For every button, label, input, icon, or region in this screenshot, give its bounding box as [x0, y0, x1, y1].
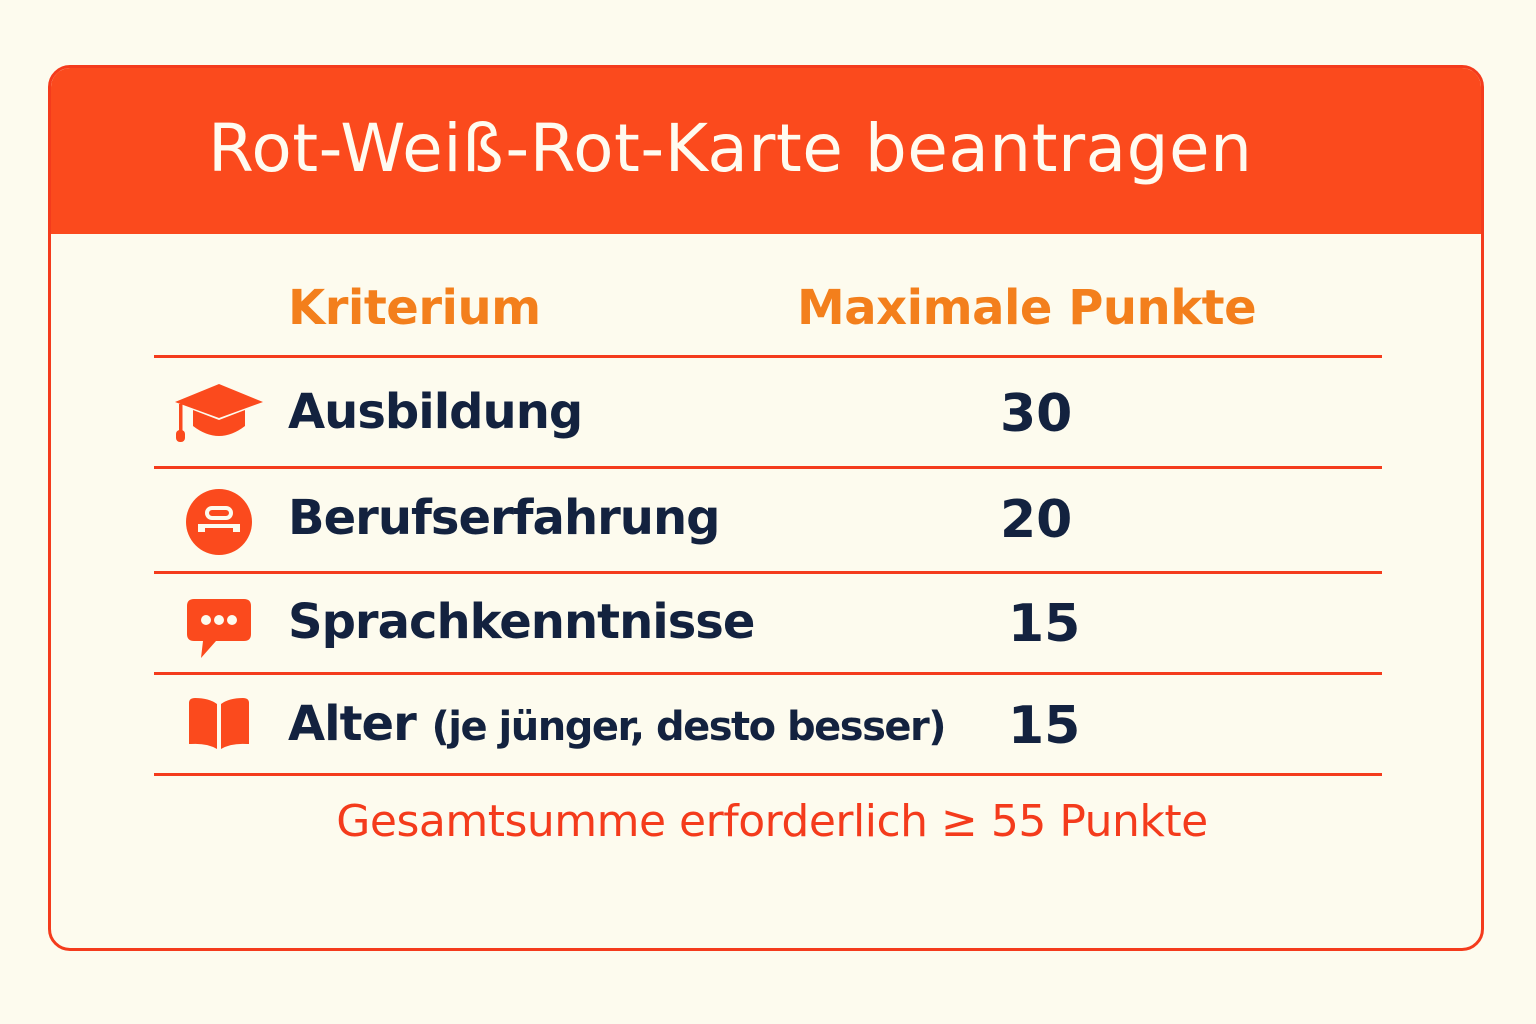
criterion-label: Berufserfahrung [288, 490, 720, 546]
divider [154, 466, 1382, 469]
total-requirement-text: Gesamtsumme erforderlich ≥ 55 Punkte [336, 796, 1208, 847]
criterion-label: Alter (je jünger, desto besser) [288, 696, 947, 752]
divider [154, 672, 1382, 675]
points-value: 15 [1008, 594, 1081, 654]
divider [154, 571, 1382, 574]
page-title: Rot-Weiß-Rot-Karte beantragen [208, 110, 1253, 187]
criterion-label: Ausbildung [288, 384, 583, 440]
total-requirement-note: Gesamtsumme erforderlich ≥ 55 Punkte [0, 796, 1536, 847]
speech-bubble-icon [186, 598, 252, 665]
column-header-criterion: Kriterium [288, 280, 541, 336]
criterion-label-main: Alter [288, 696, 417, 752]
column-header-max-points: Maximale Punkte [797, 280, 1257, 336]
points-value: 30 [1000, 384, 1073, 444]
points-value: 15 [1008, 696, 1081, 756]
divider [154, 773, 1382, 776]
work-experience-icon [185, 488, 253, 561]
divider [154, 355, 1382, 358]
criterion-label-note: (je jünger, desto besser) [431, 704, 947, 750]
graduation-cap-icon [173, 384, 265, 451]
criterion-label: Sprachkenntnisse [288, 594, 755, 650]
card-header [51, 68, 1481, 234]
book-icon [187, 697, 251, 756]
points-value: 20 [1000, 490, 1073, 550]
points-card [48, 65, 1484, 951]
